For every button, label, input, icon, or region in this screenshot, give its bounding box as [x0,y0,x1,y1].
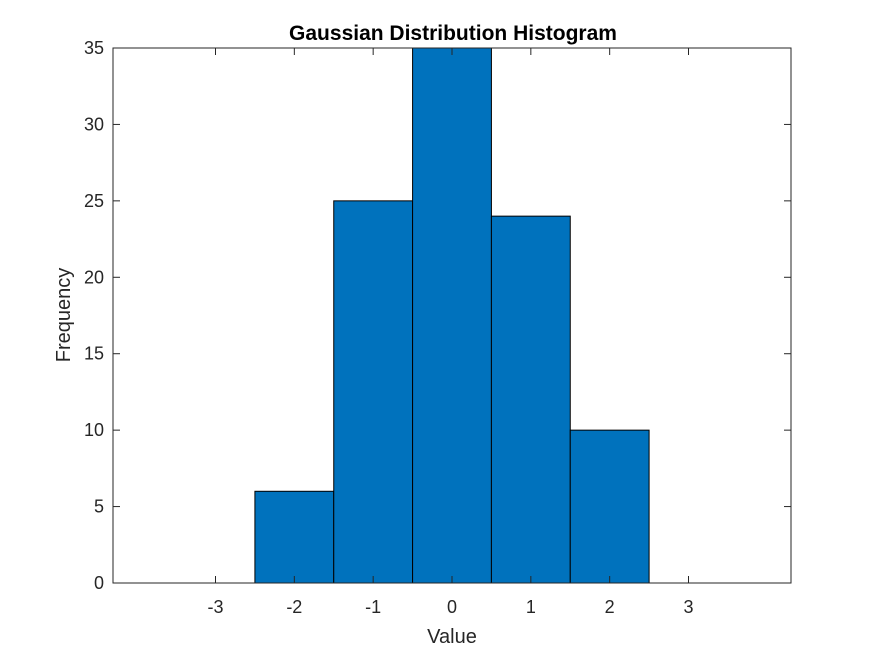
x-tick-label: 3 [684,597,694,617]
plot-frame [112,47,792,584]
x-tick-label: 2 [605,597,615,617]
y-tick-label: 0 [94,573,104,593]
y-tick-label: 30 [84,114,104,134]
x-tick-label: 1 [526,597,536,617]
y-tick-label: 20 [84,267,104,287]
y-axis-label: Frequency [53,268,75,363]
y-tick-label: 35 [84,38,104,58]
x-tick-label: 0 [447,597,457,617]
histogram-bar [412,47,492,584]
histogram-bar [254,490,335,584]
y-tick-label: 25 [84,191,104,211]
histogram-bar [569,429,650,584]
y-tick-label: 5 [94,497,104,517]
x-axis-label: Value [427,626,477,648]
x-tick-label: -1 [365,597,381,617]
bars-group [254,47,650,584]
x-tick-label: -3 [207,597,223,617]
y-tick-label: 10 [84,420,104,440]
histogram-bar [333,200,414,584]
chart-title: Gaussian Distribution Histogram [289,22,617,45]
y-tick-label: 15 [84,344,104,364]
histogram-bar [490,215,571,584]
x-tick-label: -2 [286,597,302,617]
